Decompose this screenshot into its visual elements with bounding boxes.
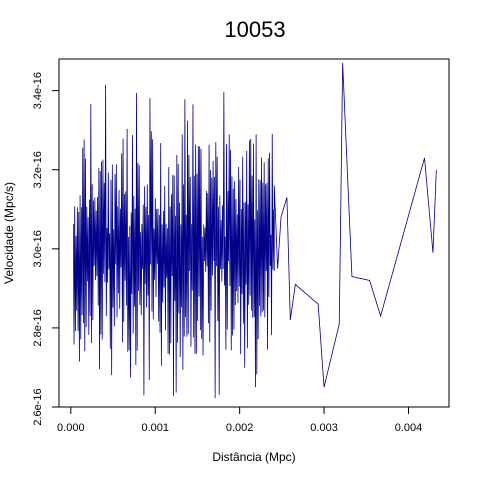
y-tick-label: 3.4e-16 [32, 72, 44, 109]
x-axis-title: Distância (Mpc) [212, 450, 295, 464]
y-axis-title: Velocidade (Mpc/s) [2, 182, 16, 284]
x-tick-label: 0.001 [141, 422, 169, 434]
x-tick-label: 0.000 [57, 422, 85, 434]
chart-title: 10053 [224, 17, 285, 42]
y-tick-label: 3.2e-16 [32, 151, 44, 188]
y-tick-label: 3.0e-16 [32, 230, 44, 267]
y-axis: 2.6e-16 2.8e-16 3.0e-16 3.2e-16 3.4e-16 [32, 72, 60, 426]
plot-series [72, 62, 437, 399]
x-axis: 0.000 0.001 0.002 0.003 0.004 [57, 406, 423, 434]
x-tick-label: 0.003 [310, 422, 338, 434]
x-tick-label: 0.004 [395, 422, 423, 434]
series-line [72, 62, 437, 399]
y-tick-label: 2.6e-16 [32, 388, 44, 425]
y-tick-label: 2.8e-16 [32, 309, 44, 346]
x-tick-label: 0.002 [226, 422, 254, 434]
